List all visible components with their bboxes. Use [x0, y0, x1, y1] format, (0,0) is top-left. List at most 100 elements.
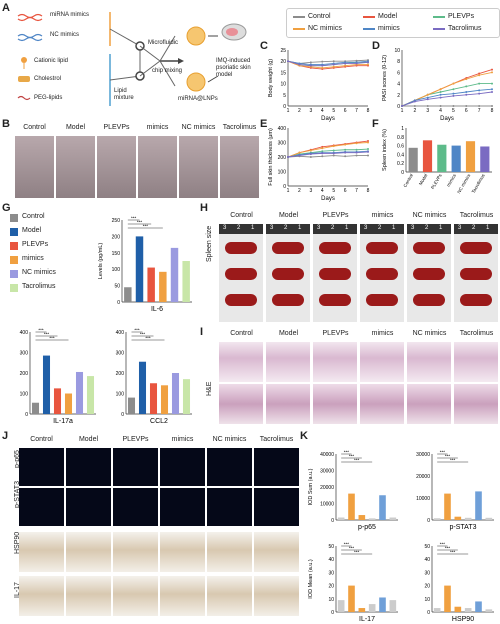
schematic-imq-1: IMQ-induced: [216, 58, 251, 64]
fluor-photo: [207, 488, 252, 526]
x-tick-label: PLEVPs: [430, 172, 443, 190]
data-point: [491, 68, 493, 71]
b-group-label: PLEVPs: [103, 124, 130, 131]
sig-marker: ***: [140, 332, 146, 337]
ruler: [407, 224, 451, 234]
fluor-photo: [254, 488, 299, 526]
y-tick-label: 4: [397, 82, 400, 88]
ruler-number: 2: [237, 225, 241, 231]
ruler-number: 3: [317, 225, 321, 231]
y-tick-label: 0: [25, 412, 28, 418]
data-point: [413, 100, 416, 103]
schematic-peg-label: PEG-lipids: [34, 95, 63, 101]
y-tick-label: 100: [112, 267, 121, 273]
ruler: [219, 224, 263, 234]
y-tick-label: 20: [328, 584, 334, 590]
j-group-label: PLEVPs: [122, 436, 149, 443]
x-tick-label: 1: [287, 108, 290, 114]
i-group-label: NC mimics: [412, 330, 447, 337]
ruler-number: 2: [378, 225, 382, 231]
data-point: [439, 91, 442, 93]
y-tick-label: 200: [112, 234, 121, 240]
data-point: [321, 150, 324, 153]
series-line: [287, 60, 369, 66]
y-tick-label: 300: [278, 141, 287, 147]
bar: [368, 518, 376, 520]
bar: [358, 515, 366, 520]
legend-label: mimics: [378, 25, 400, 32]
data-point: [309, 153, 312, 156]
ihc-photo: [160, 576, 205, 616]
schematic-chip-label: chip mixing: [152, 68, 183, 74]
spleen-photo: 3 2 1: [407, 224, 451, 322]
data-point: [367, 61, 369, 64]
x-tick-label: 1: [401, 108, 404, 114]
schematic-imq-3: model: [216, 72, 233, 78]
series-line: [287, 60, 369, 67]
spleen: [366, 242, 398, 254]
sig-marker: ***: [344, 450, 350, 455]
spleen: [319, 242, 351, 254]
legend-label: Control: [308, 13, 331, 20]
data-point: [491, 88, 493, 91]
ruler-number: 3: [411, 225, 415, 231]
ihc-photo: [254, 576, 299, 616]
x-tick-label: 7: [355, 108, 358, 114]
chart-spleen-index: 0 0.2 0.4 0.6 0.8 1 Control Model PLEVPs mimics NC…: [382, 126, 492, 194]
data-point: [465, 93, 468, 96]
x-tick-label: Model: [418, 173, 428, 186]
g-legend-swatch: [10, 228, 18, 236]
legend-label: Model: [378, 13, 398, 20]
y-axis-label: Spleen index (%): [382, 129, 388, 171]
ruler-number: 1: [345, 225, 349, 231]
bar: [485, 609, 493, 612]
b-group-label: NC mimics: [181, 124, 216, 131]
x-tick-label: 4: [321, 108, 324, 114]
fluor-photo: [66, 488, 111, 526]
h-group-label: Model: [278, 212, 299, 219]
bar: [464, 517, 472, 520]
legend-label: NC mimics: [308, 25, 342, 32]
y-tick-label: 0: [117, 300, 120, 306]
y-tick-label: 10: [424, 597, 430, 603]
data-point: [344, 64, 347, 67]
y-tick-label: 30000: [320, 469, 334, 475]
data-point: [367, 150, 369, 153]
ruler-number: 3: [458, 225, 462, 231]
x-tick-label: 6: [344, 108, 347, 114]
sig-marker: ***: [450, 458, 456, 463]
y-tick-label: 25: [280, 48, 286, 54]
x-tick-label: 5: [332, 188, 335, 194]
bar: [135, 236, 144, 302]
data-point: [355, 148, 358, 151]
y-tick-label: 0: [427, 610, 430, 616]
data-point: [426, 105, 429, 107]
he-zoom-photo: [313, 384, 357, 424]
i-group-label: Model: [278, 330, 299, 337]
bar: [348, 585, 355, 612]
y-tick-label: 6: [397, 70, 400, 76]
fluor-photo: [113, 488, 158, 526]
data-point: [332, 152, 335, 155]
y-tick-label: 1: [401, 126, 404, 132]
panel-letter-i: I: [200, 326, 204, 338]
g-legend: Control Model PLEVPs mimics NC mimics Tacroli…: [10, 212, 90, 302]
data-point: [309, 61, 312, 64]
bar: [53, 388, 62, 414]
bar: [358, 608, 366, 612]
y-tick-label: 0: [427, 518, 430, 524]
x-tick-label: 1: [287, 188, 290, 194]
mouse-photo: [97, 136, 136, 198]
j-group-label: mimics: [171, 436, 194, 443]
data-point: [426, 96, 429, 99]
he-photo: [360, 342, 404, 382]
y-tick-label: 100: [116, 392, 125, 398]
bar: [485, 517, 493, 520]
spleen: [460, 294, 492, 306]
data-point: [478, 92, 481, 95]
schematic-mirna-label: miRNA mimics: [50, 12, 89, 18]
data-point: [344, 143, 347, 146]
g-legend-swatch: [10, 270, 18, 278]
